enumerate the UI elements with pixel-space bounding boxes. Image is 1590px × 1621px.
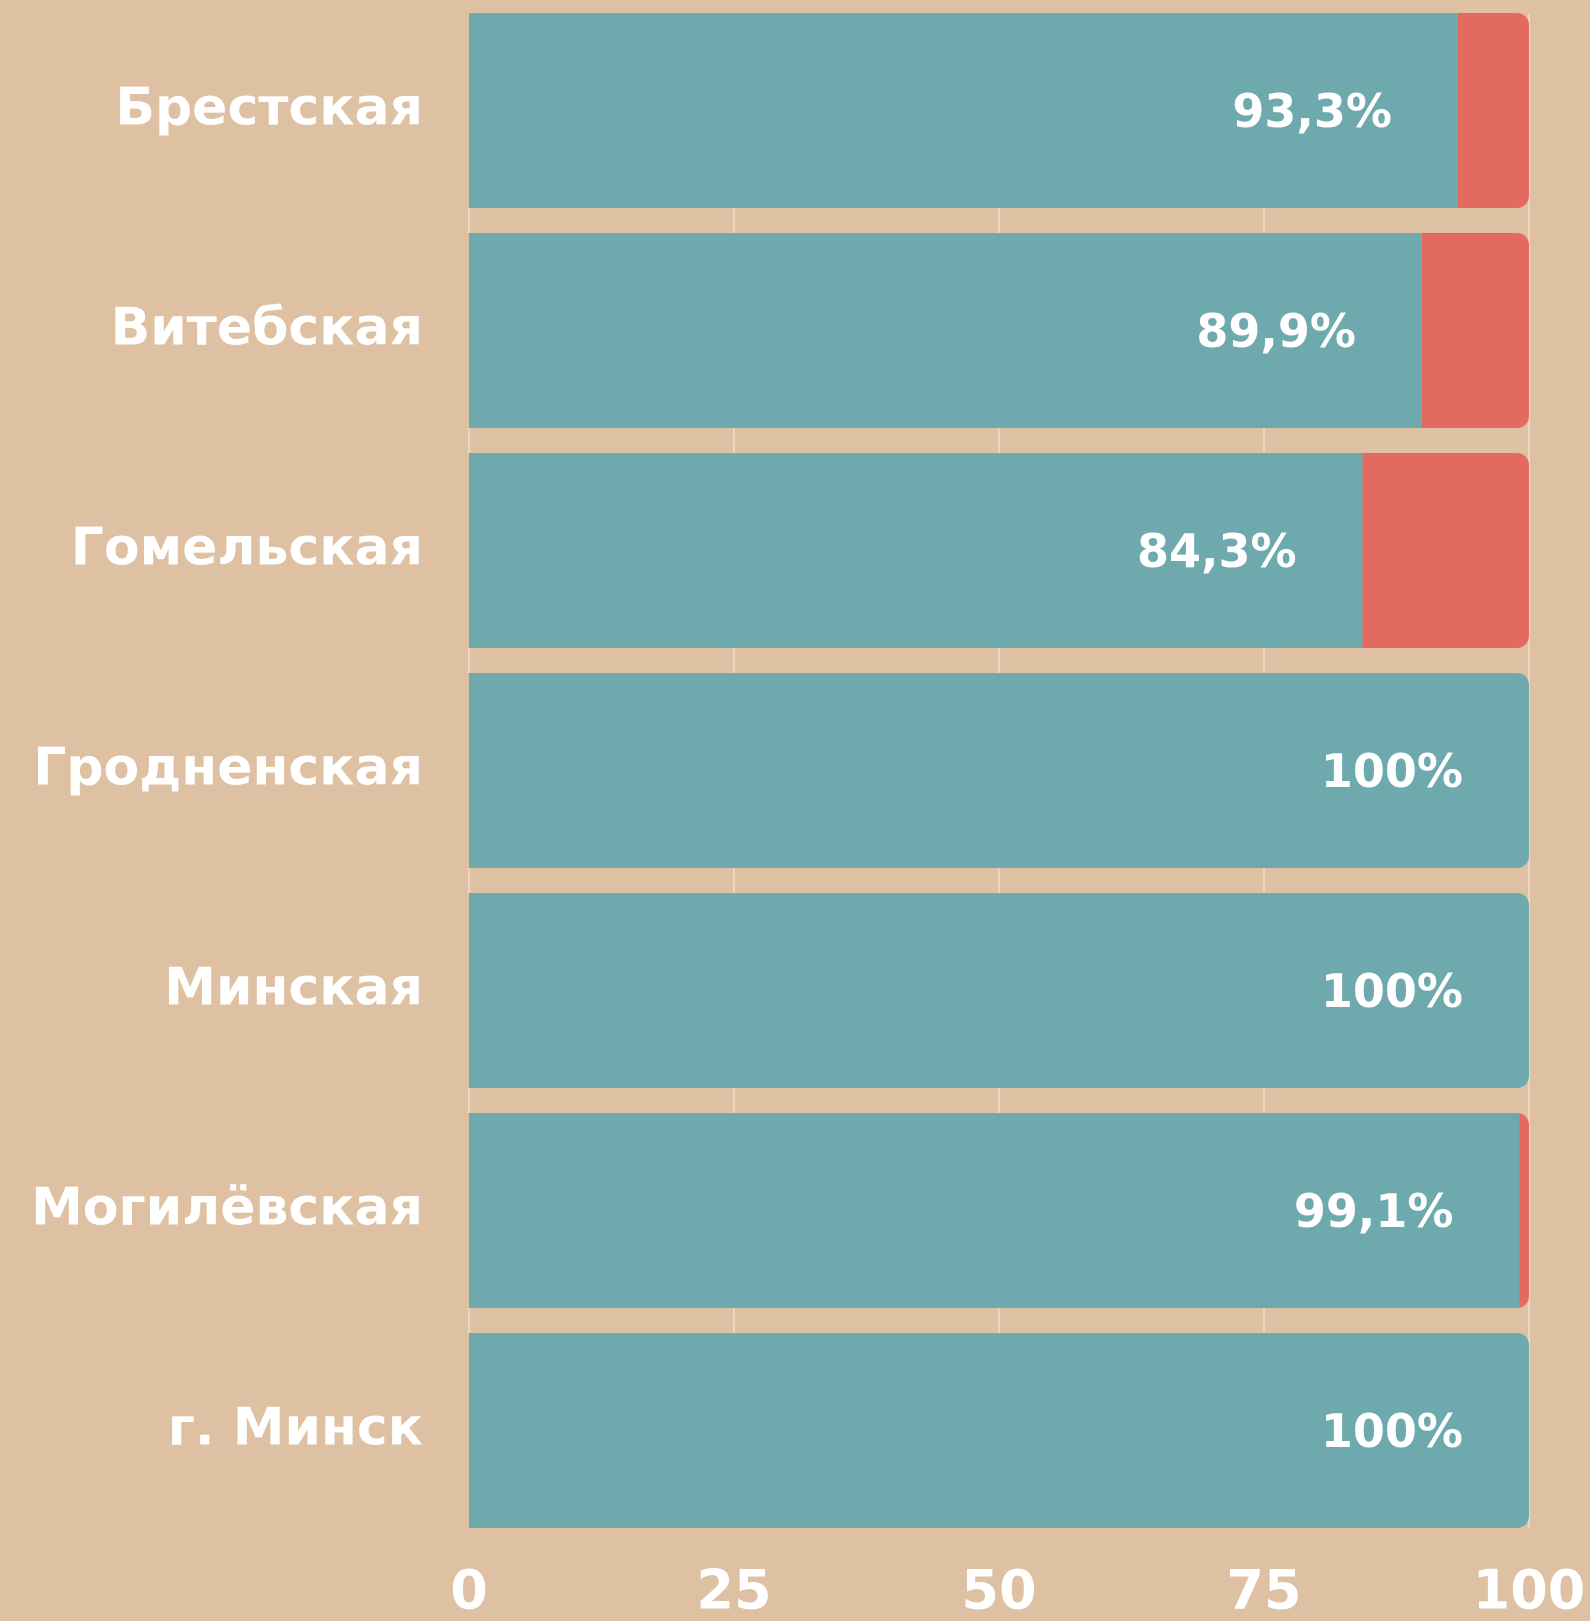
bar-segment	[469, 453, 1363, 648]
category-label: Гомельская	[71, 518, 423, 578]
value-label: 100%	[1321, 1404, 1463, 1458]
row-cover	[449, 1333, 469, 1528]
value-label: 99,1%	[1294, 1184, 1454, 1238]
category-label: Могилёвская	[31, 1178, 423, 1238]
value-label: 84,3%	[1137, 524, 1297, 578]
category-label: г. Минск	[168, 1398, 423, 1458]
bar-row	[449, 673, 1529, 868]
x-tick-label: 0	[450, 1559, 488, 1621]
bar-segment	[469, 13, 1458, 208]
bar-segment	[469, 1113, 1520, 1308]
row-cover	[449, 233, 469, 428]
bar-segment	[1421, 233, 1529, 428]
x-tick-label: 25	[696, 1559, 771, 1621]
bar-segment	[1362, 453, 1529, 648]
row-cover	[449, 453, 469, 648]
category-label: Брестская	[115, 78, 423, 138]
bar-segment	[469, 893, 1529, 1088]
bar-row	[449, 453, 1529, 648]
bar-row	[449, 893, 1529, 1088]
category-label: Минская	[164, 958, 423, 1018]
bar-row	[449, 1113, 1529, 1308]
x-tick-label: 50	[961, 1559, 1036, 1621]
value-label: 100%	[1321, 744, 1463, 798]
bar-segment	[1457, 13, 1529, 208]
x-tick-label: 75	[1226, 1559, 1301, 1621]
bar-row	[449, 233, 1529, 428]
row-cover	[449, 1113, 469, 1308]
row-cover	[449, 673, 469, 868]
category-label: Гродненская	[33, 738, 423, 798]
bar-row	[449, 1333, 1529, 1528]
value-label: 89,9%	[1196, 304, 1356, 358]
value-label: 93,3%	[1232, 84, 1392, 138]
category-label: Витебская	[111, 298, 423, 358]
bar-segment	[469, 233, 1422, 428]
x-tick-label: 100	[1473, 1559, 1586, 1621]
bar-segment	[469, 673, 1529, 868]
row-cover	[449, 893, 469, 1088]
bar-row	[449, 13, 1529, 208]
bar-segment	[1519, 1113, 1529, 1308]
value-label: 100%	[1321, 964, 1463, 1018]
bar-segment	[469, 1333, 1529, 1528]
row-cover	[449, 13, 469, 208]
